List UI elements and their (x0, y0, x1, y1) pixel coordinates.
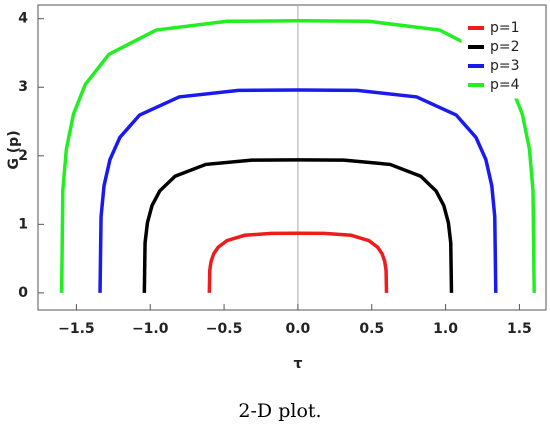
caption: 2-D plot. (238, 400, 321, 422)
legend-label: p=1 (490, 20, 520, 36)
plot-frame (37, 4, 547, 311)
x-axis-label: τ (294, 356, 303, 372)
x-tick-label: −1.0 (132, 321, 169, 337)
legend-label: p=2 (490, 39, 520, 55)
x-tick-label: 0.5 (359, 321, 384, 337)
legend-label: p=4 (490, 77, 520, 93)
legend-label: p=3 (490, 58, 520, 74)
y-axis-label: G (p) (6, 130, 22, 169)
y-tick-label: 0 (18, 285, 28, 301)
series-line (207, 231, 389, 293)
x-tick-label: −0.5 (206, 321, 243, 337)
x-tick-label: 1.5 (507, 321, 532, 337)
series-line (142, 158, 454, 293)
series-line (59, 19, 536, 293)
y-tick-label: 4 (18, 11, 28, 27)
y-tick-label: 3 (18, 79, 28, 95)
x-tick-label: 1.0 (433, 321, 458, 337)
x-tick-label: 0.0 (286, 321, 311, 337)
series-line (98, 88, 498, 293)
y-tick-label: 2 (18, 148, 28, 164)
x-tick-label: −1.5 (58, 321, 95, 337)
y-tick-label: 1 (18, 216, 28, 232)
